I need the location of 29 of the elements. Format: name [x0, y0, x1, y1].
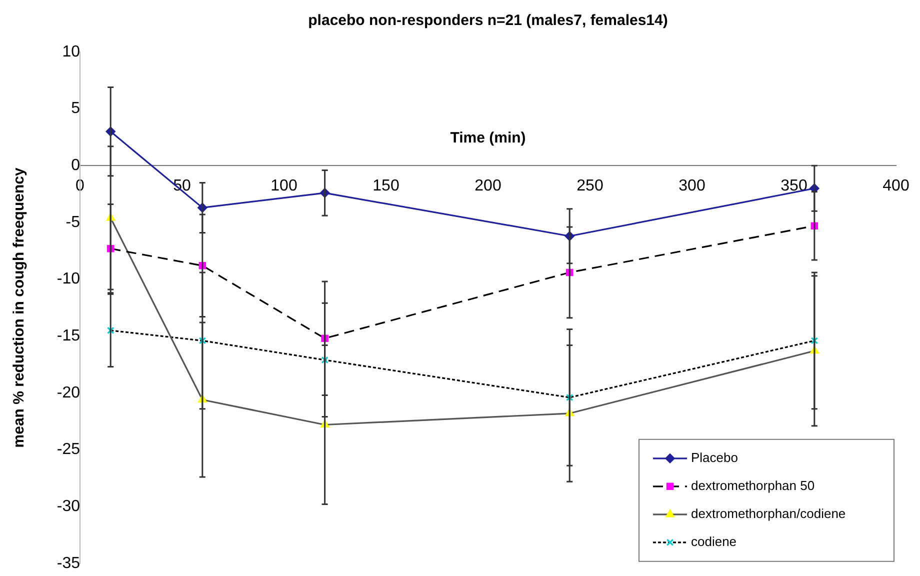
legend-label: dextromethorphan 50 — [691, 478, 815, 493]
y-tick-label: 0 — [71, 157, 80, 174]
x-tick-label: 250 — [576, 178, 604, 195]
x-tick-label: 200 — [474, 178, 502, 195]
y-tick-label: -35 — [56, 554, 80, 572]
legend-label: Placebo — [691, 450, 738, 465]
x-tick-label: 300 — [678, 178, 706, 195]
chart-title: placebo non-responders n=21 (males7, females14) — [308, 12, 668, 30]
x-tick-label: 100 — [270, 178, 298, 195]
point — [566, 394, 574, 402]
y-tick-label: -5 — [66, 214, 80, 231]
x-axis-title: Time (min) — [450, 129, 526, 146]
x-tick-label: 400 — [882, 178, 910, 195]
y-tick-label: 10 — [62, 43, 80, 60]
y-tick-label: -15 — [56, 328, 80, 345]
point — [198, 337, 206, 344]
point — [321, 356, 328, 364]
x-tick-label: 150 — [372, 178, 400, 195]
x-tick-label: 350 — [780, 178, 808, 195]
point — [106, 326, 114, 334]
y-axis-title: mean % reduction in cough freequency — [10, 167, 28, 448]
y-tick-label: 5 — [71, 100, 80, 118]
legend-label: dextromethorphan/codiene — [691, 506, 846, 521]
y-tick-label: -25 — [56, 441, 80, 458]
y-tick-label: -20 — [56, 384, 80, 402]
y-tick-label: -30 — [56, 498, 80, 515]
legend-label: codiene — [691, 534, 737, 549]
y-tick-label: -10 — [56, 270, 80, 288]
point — [810, 337, 818, 344]
